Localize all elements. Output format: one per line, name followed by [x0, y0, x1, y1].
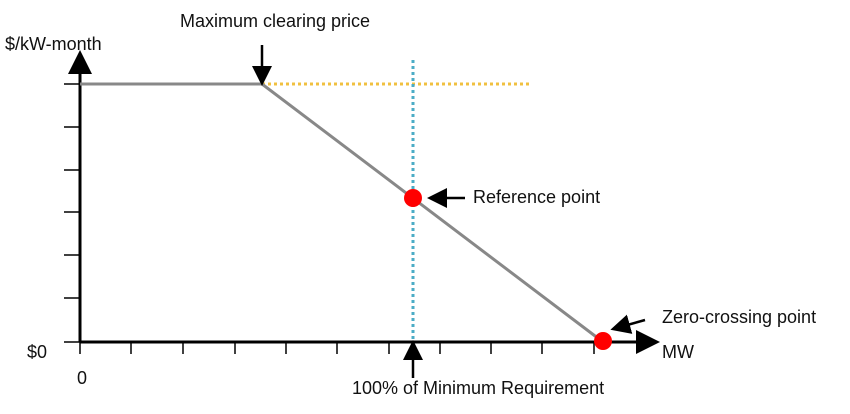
y-ticks — [64, 83, 80, 343]
requirement-label: 100% of Minimum Requirement — [352, 378, 604, 398]
zero-crossing-label: Zero-crossing point — [662, 307, 816, 327]
y-axis-label: $/kW-month — [5, 34, 102, 54]
x-ticks — [79, 342, 595, 354]
demand-curve — [80, 82, 604, 344]
zero-crossing-point — [594, 332, 612, 350]
x-origin-label: 0 — [77, 368, 87, 388]
reference-label: Reference point — [473, 187, 600, 207]
reference-point — [404, 189, 422, 207]
max-price-label: Maximum clearing price — [180, 11, 370, 31]
pointer-arrows — [252, 45, 646, 378]
x-axis-label: MW — [662, 342, 694, 362]
y-origin-label: $0 — [27, 342, 47, 362]
